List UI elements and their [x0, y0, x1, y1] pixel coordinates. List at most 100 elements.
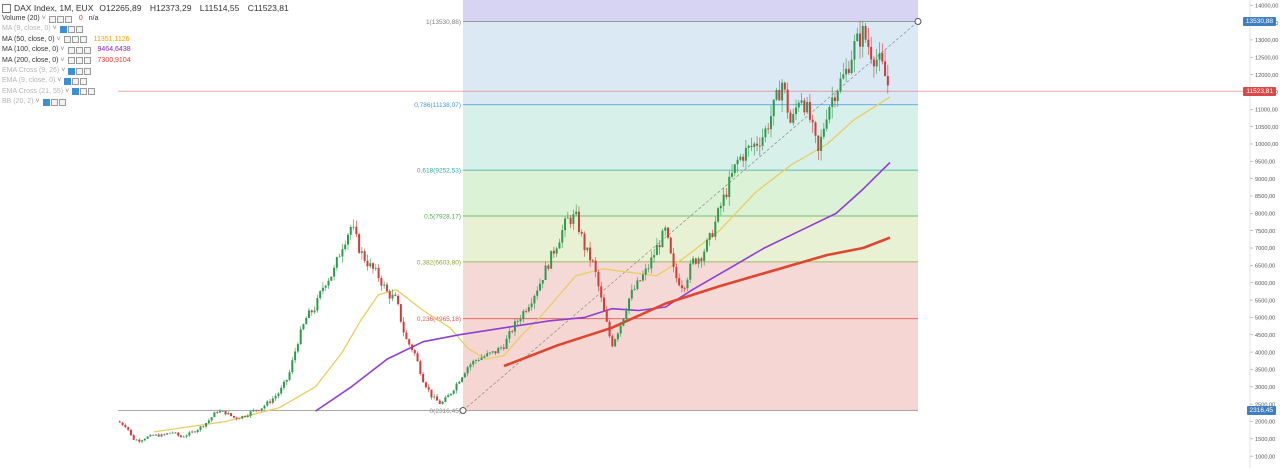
indicator-label[interactable]: MA (200, close, 0) [2, 56, 59, 64]
settings-icon[interactable] [71, 36, 79, 44]
close-icon[interactable] [83, 57, 91, 65]
settings-icon[interactable] [80, 88, 88, 96]
visibility-icon[interactable] [48, 15, 56, 23]
collapse-icon[interactable] [2, 3, 11, 13]
visibility-icon[interactable] [42, 98, 50, 106]
indicator-row[interactable]: Volume (20) ˅ 0 n/a [2, 14, 289, 24]
indicator-label[interactable]: MA (50, close, 0) [2, 35, 55, 43]
indicator-label[interactable]: BB (20, 2) [2, 98, 34, 106]
indicator-label[interactable]: EMA Cross (21, 55) [2, 87, 64, 95]
settings-icon[interactable] [75, 57, 83, 65]
close-icon[interactable] [80, 78, 88, 86]
candle-body [661, 230, 664, 248]
dropdown-icon[interactable]: ˅ [65, 87, 70, 95]
indicator-controls[interactable] [48, 15, 73, 23]
visibility-icon[interactable] [68, 67, 76, 75]
indicator-row[interactable]: MA (200, close, 0) ˅ 7300,9104 [2, 56, 289, 66]
close-icon[interactable] [64, 15, 72, 23]
visibility-icon[interactable] [59, 26, 67, 34]
candle [188, 430, 191, 437]
indicator-label[interactable]: MA (9, close, 0) [2, 25, 51, 33]
price-axis[interactable]: 14000,0013500,0013000,0012500,0012000,00… [1249, 0, 1278, 468]
indicator-controls[interactable] [42, 98, 67, 106]
symbol-title[interactable]: DAX Index, 1M, EUX [14, 2, 94, 13]
visibility-icon[interactable] [72, 88, 80, 96]
indicator-controls[interactable] [64, 78, 88, 86]
visibility-icon[interactable] [67, 46, 75, 54]
candle [255, 409, 258, 413]
dropdown-icon[interactable]: ˅ [35, 98, 40, 106]
close-icon[interactable] [83, 46, 91, 54]
close-icon[interactable] [84, 67, 92, 75]
candle [786, 82, 789, 119]
settings-icon[interactable] [67, 26, 75, 34]
settings-icon[interactable] [72, 78, 80, 86]
indicator-row[interactable]: EMA Cross (21, 55) ˅ [2, 87, 289, 97]
candle-body [483, 356, 486, 358]
settings-icon[interactable] [50, 98, 58, 106]
candle-body [641, 274, 644, 281]
indicator-controls[interactable] [68, 67, 92, 75]
dropdown-icon[interactable]: ˅ [56, 35, 61, 43]
close-icon[interactable] [79, 36, 87, 44]
candle [296, 342, 299, 354]
candle [263, 404, 266, 410]
visibility-icon[interactable] [67, 57, 75, 65]
low-value: L11514,55 [199, 2, 240, 13]
symbol-header[interactable]: DAX Index, 1M, EUX O12265,89 H12373,29 L… [2, 2, 289, 14]
settings-icon[interactable] [75, 46, 83, 54]
candle [227, 411, 230, 415]
candle-body [230, 413, 233, 416]
indicator-label[interactable]: EMA (9, close, 0) [2, 77, 56, 85]
indicator-row[interactable]: MA (9, close, 0) ˅ [2, 24, 289, 34]
candle [372, 262, 375, 274]
candle [394, 292, 397, 297]
candle-body [778, 90, 781, 101]
indicator-controls[interactable] [63, 36, 88, 44]
candle-body [402, 321, 405, 333]
candle [455, 382, 458, 394]
candle [282, 379, 285, 391]
indicator-controls[interactable] [72, 88, 96, 96]
dropdown-icon[interactable]: ˅ [60, 56, 65, 64]
indicator-row[interactable]: MA (100, close, 0) ˅ 9464,6438 [2, 45, 289, 55]
settings-icon[interactable] [56, 15, 64, 23]
candle [319, 290, 322, 301]
fib-level-label: 0(2316,45) [430, 408, 461, 415]
indicator-controls[interactable] [59, 26, 84, 34]
settings-icon[interactable] [76, 67, 84, 75]
indicator-row[interactable]: EMA Cross (9, 26) ˅ [2, 66, 289, 76]
axis-tick-label: 6000,00 [1255, 281, 1275, 287]
close-icon[interactable] [58, 98, 66, 106]
candle-body [302, 324, 305, 330]
candle [221, 410, 224, 412]
visibility-icon[interactable] [63, 36, 71, 44]
candle [725, 188, 728, 200]
visibility-icon[interactable] [64, 78, 72, 86]
close-icon[interactable] [88, 88, 96, 96]
fib-handles[interactable] [459, 18, 922, 414]
candle [488, 352, 491, 356]
candle [369, 258, 372, 269]
candle [422, 371, 425, 383]
indicator-controls[interactable] [67, 46, 92, 54]
candle [616, 332, 619, 342]
candle-body [861, 25, 864, 47]
dropdown-icon[interactable]: ˅ [57, 77, 62, 85]
dropdown-icon[interactable]: ˅ [41, 15, 46, 22]
dropdown-icon[interactable]: ˅ [61, 66, 66, 74]
indicator-label[interactable]: Volume (20) [2, 15, 40, 22]
candle-body [519, 319, 522, 322]
dropdown-icon[interactable]: ˅ [60, 46, 65, 54]
fib-anchor-high-handle[interactable] [914, 18, 922, 25]
indicator-label[interactable]: MA (100, close, 0) [2, 46, 59, 54]
indicator-row[interactable]: BB (20, 2) ˅ [2, 97, 289, 107]
indicator-row[interactable]: MA (50, close, 0) ˅ 11351,1126 [2, 35, 289, 45]
indicator-row[interactable]: EMA (9, close, 0) ˅ [2, 76, 289, 86]
dropdown-icon[interactable]: ˅ [52, 25, 57, 33]
indicator-controls[interactable] [67, 57, 92, 65]
indicator-label[interactable]: EMA Cross (9, 26) [2, 66, 60, 74]
fib-retracement-tool[interactable] [463, 0, 918, 411]
fib-anchor-low-handle[interactable] [459, 407, 467, 414]
close-icon[interactable] [75, 26, 83, 34]
